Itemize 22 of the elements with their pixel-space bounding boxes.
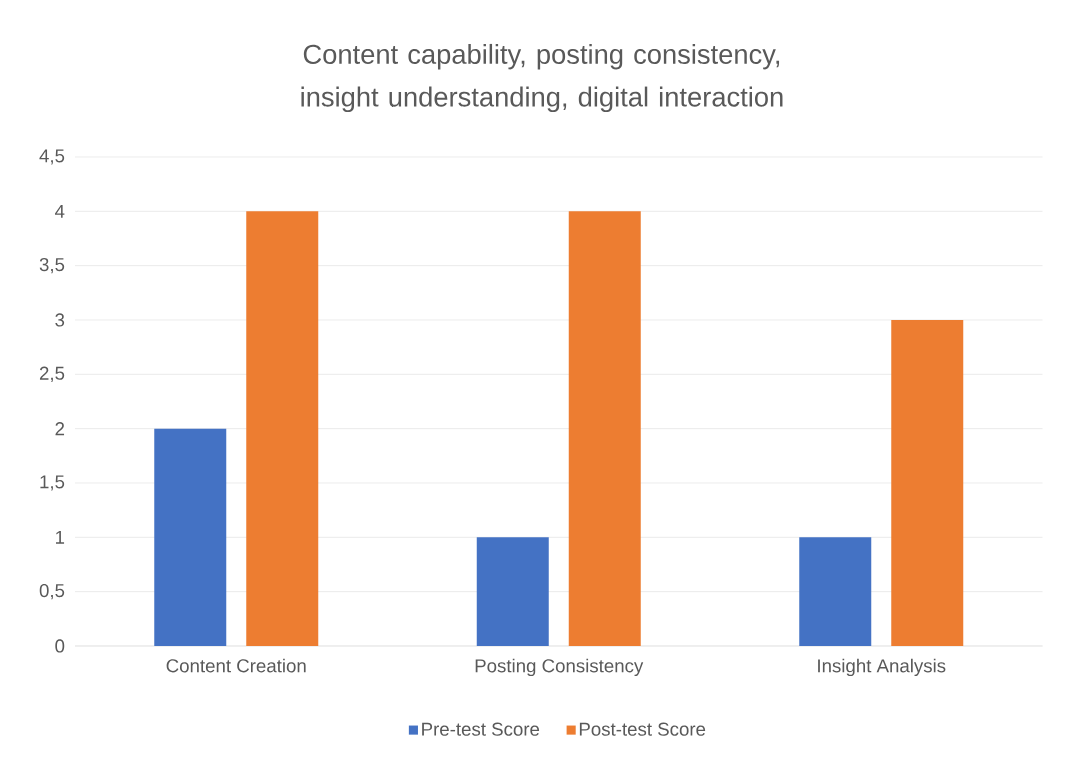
y-tick-label: 2,5: [39, 366, 65, 383]
legend-label: Pre-test Score: [422, 722, 540, 736]
y-tick-label: 3: [55, 313, 65, 327]
y-tick-label: 2: [55, 422, 65, 436]
y-tick-label: 4: [55, 204, 65, 218]
bar: [154, 428, 227, 646]
bar: [568, 211, 641, 646]
bar: [246, 211, 319, 646]
y-tick-label: 0: [55, 639, 65, 653]
y-tick-label: 1,5: [40, 475, 65, 491]
y-tick-label: 3,5: [39, 257, 65, 274]
x-tick-label: Insight Analysis: [818, 658, 946, 677]
bar: [799, 537, 872, 646]
bar: [891, 319, 964, 646]
legend-label: Post-test Score: [579, 722, 706, 736]
y-tick-label: 1: [56, 530, 65, 544]
chart-title: Content capability, posting consistency, insight understanding, digital interaction: [301, 43, 783, 113]
x-tick-label: Content Creation: [166, 658, 306, 673]
y-tick-label: 4,5: [39, 149, 65, 165]
x-tick-label: Posting Consistency: [475, 658, 644, 677]
y-tick-label: 0,5: [39, 583, 65, 600]
bar: [476, 537, 549, 646]
